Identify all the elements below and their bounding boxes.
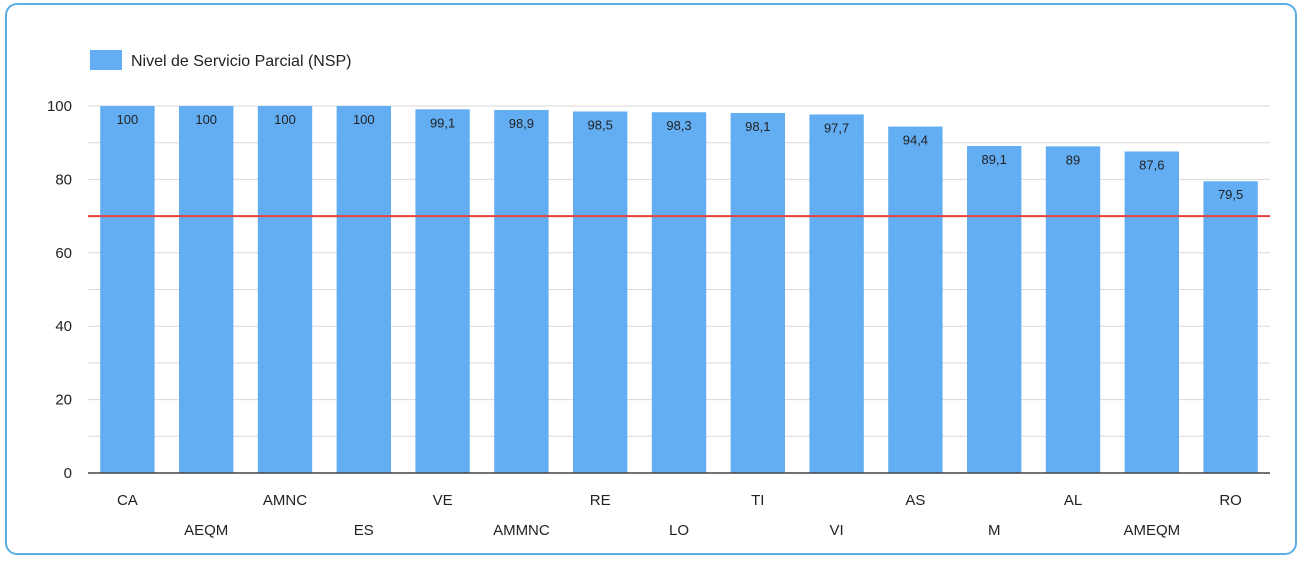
- y-axis: 0 20 40 60 80 100: [47, 98, 72, 482]
- bar-amnc[interactable]: [257, 106, 313, 473]
- bar-ti[interactable]: [730, 112, 785, 474]
- bar-vi[interactable]: [809, 114, 864, 473]
- legend-label: Nivel de Servicio Parcial (NSP): [131, 53, 352, 70]
- x-tick-label: CA: [117, 492, 138, 509]
- y-tick-label: 20: [55, 392, 72, 409]
- bar-ca[interactable]: [100, 106, 155, 473]
- bar-m[interactable]: [967, 146, 1022, 474]
- data-label: 89: [1066, 152, 1080, 167]
- data-labels: 100 100 100 100 99,1 98,9 98,5 98,3 98,1 97,7 94,4…: [117, 112, 1244, 202]
- data-label: 98,1: [745, 119, 770, 134]
- x-tick-label: LO: [669, 522, 689, 539]
- x-tick-label: TI: [751, 492, 764, 509]
- bar-al[interactable]: [1045, 146, 1101, 473]
- x-tick-label: VE: [433, 492, 453, 509]
- data-label: 100: [274, 112, 296, 127]
- y-tick-label: 40: [55, 318, 72, 335]
- data-label: 99,1: [430, 115, 455, 130]
- bar-as[interactable]: [888, 126, 943, 473]
- bar-ammnc[interactable]: [494, 110, 549, 474]
- x-axis: CA AEQM AMNC ES VE AMMNC RE LO TI VI AS M AL AMEQM RO: [88, 472, 1270, 539]
- x-tick-label: RE: [590, 492, 611, 509]
- bar-re[interactable]: [573, 111, 628, 473]
- y-tick-label: 80: [55, 171, 72, 188]
- x-tick-label: AMEQM: [1123, 522, 1180, 539]
- data-label: 89,1: [982, 152, 1007, 167]
- legend[interactable]: Nivel de Servicio Parcial (NSP): [90, 50, 352, 70]
- bar-es[interactable]: [336, 106, 391, 473]
- y-tick-label: 0: [64, 465, 72, 482]
- x-tick-label: AEQM: [184, 522, 228, 539]
- bar-ameqm[interactable]: [1124, 151, 1179, 473]
- data-label: 79,5: [1218, 187, 1243, 202]
- data-label: 98,3: [666, 118, 691, 133]
- x-tick-label: AL: [1064, 492, 1082, 509]
- x-tick-label: VI: [830, 522, 844, 539]
- x-tick-label: M: [988, 522, 1001, 539]
- data-label: 100: [353, 112, 375, 127]
- x-tick-label: RO: [1219, 492, 1242, 509]
- data-label: 100: [117, 112, 139, 127]
- x-tick-label: AMNC: [263, 492, 307, 509]
- bar-aeqm[interactable]: [179, 106, 234, 473]
- data-label: 87,6: [1139, 158, 1164, 173]
- bar-ve[interactable]: [415, 109, 470, 473]
- x-tick-label: AMMNC: [493, 522, 550, 539]
- legend-swatch: [90, 50, 122, 70]
- bar-lo[interactable]: [651, 112, 707, 473]
- data-label: 97,7: [824, 120, 849, 135]
- y-tick-label: 100: [47, 98, 72, 115]
- data-label: 98,9: [509, 116, 534, 131]
- data-label: 94,4: [903, 133, 928, 148]
- data-label: 98,5: [588, 118, 613, 133]
- y-tick-label: 60: [55, 245, 72, 262]
- bar-ro[interactable]: [1203, 181, 1258, 474]
- x-tick-label: ES: [354, 522, 374, 539]
- data-label: 100: [195, 112, 217, 127]
- x-tick-label: AS: [905, 492, 925, 509]
- bars: [100, 106, 1258, 474]
